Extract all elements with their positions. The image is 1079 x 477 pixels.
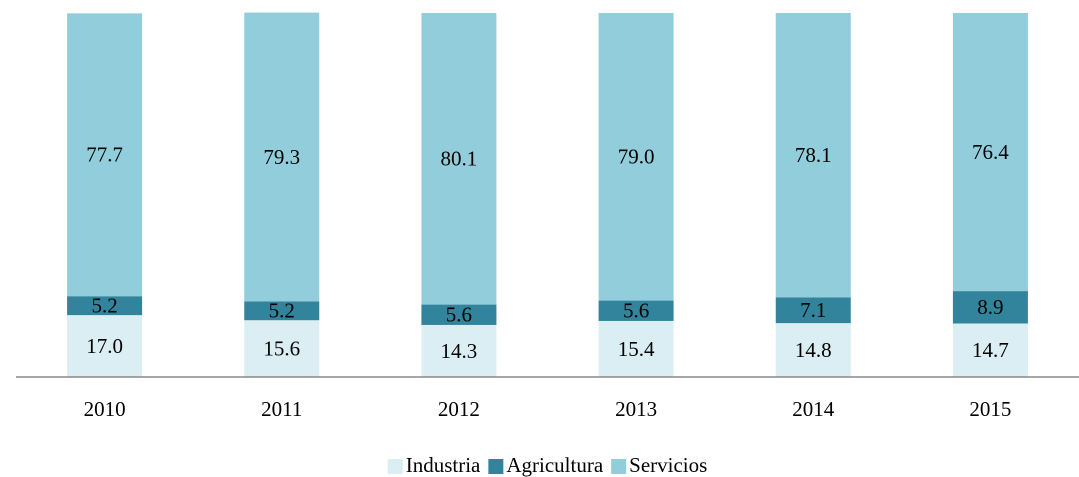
legend-swatch	[488, 459, 504, 474]
legend-label: Agricultura	[506, 453, 603, 477]
legend-swatch	[611, 459, 627, 474]
bar-segment	[775, 323, 851, 377]
x-tick-label: 2012	[438, 397, 480, 421]
bar-segment	[952, 323, 1028, 377]
data-label: 15.6	[263, 336, 300, 360]
legend-label: Industria	[406, 453, 481, 477]
x-tick-label: 2013	[615, 397, 657, 421]
data-label: 7.1	[800, 298, 826, 322]
data-label: 79.0	[618, 145, 655, 169]
x-tick-label: 2015	[969, 397, 1011, 421]
data-label: 78.1	[795, 143, 832, 167]
data-label: 5.6	[446, 303, 472, 327]
bar-segment	[598, 320, 674, 377]
bar-segment	[244, 320, 320, 377]
data-label: 14.8	[795, 338, 832, 362]
data-label: 79.3	[263, 145, 300, 169]
data-label: 80.1	[441, 147, 478, 171]
data-label: 17.0	[86, 334, 123, 358]
legend-label: Servicios	[629, 453, 707, 477]
data-label: 8.9	[977, 295, 1003, 319]
x-tick-label: 2011	[261, 397, 302, 421]
bar-segment	[67, 13, 143, 297]
data-label: 15.4	[618, 337, 655, 361]
x-tick-label: 2010	[84, 397, 126, 421]
bar-segment	[244, 12, 320, 302]
data-label: 5.6	[623, 299, 649, 323]
bar-segment	[952, 291, 1028, 324]
legend-swatch	[387, 459, 403, 474]
bar-segment	[421, 13, 497, 305]
bar-segment	[598, 13, 674, 301]
bar-segment	[421, 324, 497, 377]
data-label: 77.7	[86, 143, 123, 167]
data-label: 5.2	[91, 293, 117, 317]
data-label: 76.4	[972, 140, 1009, 164]
bar-segment	[67, 315, 143, 377]
bar-segment	[421, 304, 497, 325]
bar-segment	[244, 301, 320, 321]
data-label: 14.3	[441, 339, 478, 363]
data-label: 5.2	[269, 299, 295, 323]
x-tick-label: 2014	[792, 397, 835, 421]
data-label: 14.7	[972, 338, 1009, 362]
bar-segment	[952, 13, 1028, 292]
bar-segment	[67, 296, 143, 316]
legend: Industria Agricultura Servicios	[387, 453, 707, 477]
bar-segment	[775, 297, 851, 324]
bar-segment	[598, 300, 674, 321]
bar-segment	[775, 13, 851, 298]
